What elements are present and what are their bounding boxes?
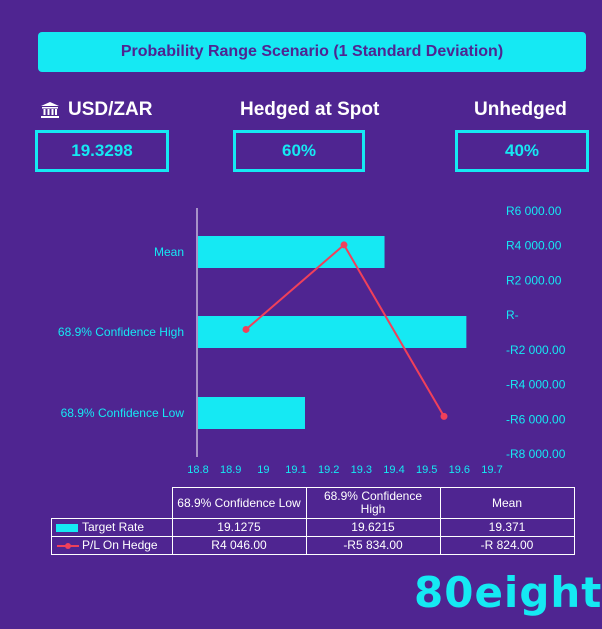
unhedged-value: 40%: [504, 141, 540, 160]
brand-logo: 80eight: [414, 568, 602, 617]
table-header-cell: Mean: [439, 487, 575, 519]
legend-label: P/L On Hedge: [82, 538, 158, 552]
x-tick-label: 18.9: [220, 464, 241, 476]
hedged-value: 60%: [281, 141, 317, 160]
hedged-value-box: 60%: [233, 130, 365, 172]
table-header-cell: 68.9% Confidence High: [305, 487, 441, 519]
table-cell: 19.371: [439, 518, 575, 537]
table-cell: -R5 834.00: [305, 536, 441, 555]
x-tick-label: 19.2: [318, 464, 339, 476]
y2-tick-label: R4 000.00: [506, 239, 562, 253]
x-tick-label: 19.3: [351, 464, 372, 476]
table-row: Target Rate 19.1275 19.6215 19.371: [51, 518, 575, 537]
table-corner: [52, 488, 173, 519]
bank-icon: [41, 102, 59, 118]
pl-point-0: [242, 325, 250, 333]
table-cell: -R 824.00: [439, 536, 575, 555]
x-tick-label: 19.6: [449, 464, 470, 476]
category-label: Mean: [154, 245, 184, 259]
x-tick-label: 18.8: [187, 464, 208, 476]
table-cell: 19.6215: [305, 518, 441, 537]
legend-pl-on-hedge: P/L On Hedge: [51, 536, 173, 555]
pl-point-1: [440, 412, 448, 420]
x-tick-label: 19.1: [285, 464, 306, 476]
chart-title-banner: Probability Range Scenario (1 Standard D…: [38, 32, 586, 72]
unhedged-value-box: 40%: [455, 130, 589, 172]
x-tick-label: 19.5: [416, 464, 437, 476]
bar-1: [198, 316, 467, 348]
y2-tick-label: -R2 000.00: [506, 343, 566, 357]
y2-tick-label: -R4 000.00: [506, 378, 566, 392]
bar-2: [198, 236, 385, 268]
legend-target-rate: Target Rate: [51, 518, 173, 537]
combo-chart: 68.9% Confidence Low 68.9% Confidence Hig…: [58, 204, 566, 476]
currency-pair-value: 19.3298: [71, 141, 133, 160]
unhedged-label: Unhedged: [474, 99, 567, 121]
table-header-row: 68.9% Confidence Low 68.9% Confidence Hi…: [52, 487, 575, 519]
bar-0: [198, 397, 305, 429]
table-row: P/L On Hedge R4 046.00 -R5 834.00 -R 824…: [51, 536, 575, 555]
hedged-label-text: Hedged at Spot: [240, 99, 380, 120]
x-tick-label: 19: [257, 464, 269, 476]
y2-tick-label: R-: [506, 308, 519, 322]
line-swatch-icon: [57, 542, 79, 549]
x-tick-label: 19.7: [481, 464, 502, 476]
chart-data-table: 68.9% Confidence Low 68.9% Confidence Hi…: [51, 487, 575, 555]
pl-point-2: [340, 241, 348, 249]
brand-logo-text: 80eight: [414, 568, 602, 617]
table-cell: R4 046.00: [171, 536, 307, 555]
y2-tick-label: -R8 000.00: [506, 447, 566, 461]
unhedged-label-text: Unhedged: [474, 99, 567, 120]
currency-pair-text: USD/ZAR: [68, 99, 153, 120]
currency-pair-value-box: 19.3298: [35, 130, 169, 172]
category-label: 68.9% Confidence High: [58, 325, 184, 339]
category-label: 68.9% Confidence Low: [61, 406, 185, 420]
y2-tick-label: R6 000.00: [506, 204, 562, 218]
table-header-cell: 68.9% Confidence Low: [171, 487, 307, 519]
hedged-label: Hedged at Spot: [240, 99, 379, 121]
x-tick-label: 19.4: [383, 464, 404, 476]
legend-label: Target Rate: [82, 520, 145, 534]
y2-tick-label: R2 000.00: [506, 273, 562, 287]
bar-swatch-icon: [56, 523, 78, 532]
chart-title: Probability Range Scenario (1 Standard D…: [120, 43, 504, 60]
currency-pair-label: USD/ZAR: [40, 99, 152, 121]
y2-tick-label: -R6 000.00: [506, 412, 566, 426]
table-cell: 19.1275: [171, 518, 307, 537]
